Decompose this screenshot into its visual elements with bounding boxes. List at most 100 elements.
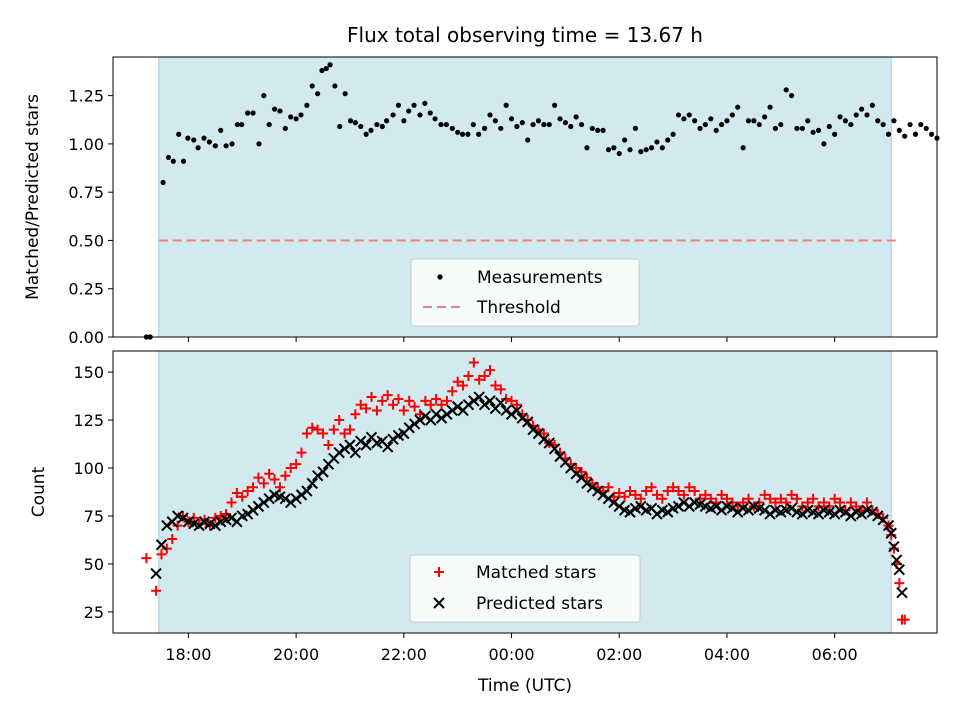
measurement-point: [584, 145, 590, 151]
predicted-star-point: [785, 502, 798, 515]
predicted-star-point: [387, 433, 399, 445]
measurement-point: [298, 112, 304, 118]
predicted-star-point: [758, 504, 771, 516]
measurement-point: [638, 149, 644, 155]
predicted-star-point: [893, 563, 906, 576]
measurement-point: [223, 143, 229, 149]
measurement-point: [643, 147, 649, 153]
matched-star-point: [506, 395, 517, 406]
measurement-point: [611, 145, 617, 151]
predicted-star-point: [678, 496, 690, 509]
predicted-star-point: [279, 493, 292, 505]
measurement-point: [589, 125, 595, 132]
measurement-point: [170, 158, 176, 164]
y-tick-label: 125: [73, 411, 104, 430]
predicted-star-point: [828, 508, 841, 520]
bottom-panel: 25 50 75 100 125 150 18:00 20:00 22:00 00:00 02:0…: [29, 350, 938, 696]
measurement-point: [508, 116, 515, 122]
matched-star-point: [899, 614, 910, 625]
matched-star-point: [215, 510, 226, 521]
measurement-point: [315, 91, 321, 97]
matched-star-point: [371, 405, 382, 416]
predicted-star-point: [855, 508, 868, 520]
measurement-point: [327, 62, 333, 68]
measurement-point: [552, 102, 558, 108]
matched-star-point: [808, 493, 819, 504]
predicted-star-point: [500, 404, 512, 417]
measurement-point: [229, 141, 235, 147]
measurement-point: [600, 127, 606, 133]
measurement-point: [923, 125, 929, 132]
matched-star-point: [280, 470, 291, 481]
predicted-star-point: [285, 496, 297, 509]
predicted-star-point: [683, 500, 695, 513]
predicted-star-point: [355, 435, 367, 447]
matched-star-point: [242, 486, 253, 497]
matched-star-point: [775, 493, 786, 504]
matched-star-point: [716, 489, 727, 500]
matched-star-point: [829, 493, 840, 504]
predicted-star-point: [414, 414, 426, 426]
predicted-star-point: [403, 422, 415, 434]
measurement-point: [525, 137, 531, 143]
matched-star-point: [388, 399, 399, 410]
measurement-point: [756, 121, 762, 128]
measurement-point: [323, 65, 329, 72]
measurement-point: [271, 106, 278, 112]
predicted-star-point: [435, 412, 448, 424]
matched-star-point: [248, 482, 259, 493]
measurement-point: [568, 123, 574, 130]
y-tick-label: 0.25: [68, 280, 104, 299]
matched-star-point: [700, 489, 711, 500]
y-tick-label: 1.25: [68, 87, 104, 106]
predicted-star-point: [155, 539, 168, 551]
measurement-point: [810, 129, 816, 135]
predicted-star-point: [726, 502, 739, 515]
matched-star-point: [786, 489, 797, 500]
measurement-point: [282, 125, 288, 132]
measurement-point: [745, 118, 752, 124]
measurement-point: [401, 118, 407, 124]
predicted-star-point: [548, 443, 561, 455]
predicted-star-point: [360, 439, 372, 451]
measurement-point: [470, 121, 476, 128]
measurement-point: [826, 123, 832, 130]
measurement-point: [514, 123, 520, 130]
matched-star-point: [835, 497, 846, 508]
measurement-point: [907, 121, 913, 128]
measurement-point: [821, 141, 827, 147]
matched-star-point: [436, 399, 447, 410]
predicted-star-point: [866, 506, 879, 518]
matched-star-point: [781, 497, 792, 508]
predicted-star-point: [796, 508, 809, 520]
measurement-point: [805, 118, 811, 124]
matched-star-point: [398, 405, 409, 416]
measurement-point: [702, 121, 709, 128]
measurement-point: [239, 121, 245, 128]
matched-star-point: [721, 493, 732, 504]
matched-star-point: [845, 497, 856, 508]
matched-star-point: [226, 497, 237, 508]
predicted-star-point: [538, 433, 550, 445]
measurement-point: [535, 118, 542, 124]
measurement-point: [191, 137, 197, 143]
predicted-star-point: [882, 519, 895, 532]
predicted-star-point: [317, 466, 329, 478]
measurement-point: [675, 112, 682, 118]
measurement-point: [896, 127, 902, 133]
matched-star-point: [802, 497, 813, 508]
measurement-point: [234, 121, 241, 128]
predicted-star-point: [462, 399, 475, 411]
predicted-star-point: [193, 519, 205, 532]
measurement-point: [206, 139, 213, 145]
top-y-axis-label: Matched/Predicted stars: [23, 94, 43, 300]
predicted-star-point: [349, 446, 362, 459]
measurement-point: [573, 114, 579, 120]
predicted-star-point: [635, 500, 647, 513]
measurement-point: [218, 127, 224, 133]
measurement-point: [438, 121, 444, 128]
measurements-series: [143, 62, 940, 340]
measurement-point: [427, 110, 433, 116]
measurement-point: [740, 145, 746, 151]
measurement-point: [929, 131, 935, 137]
